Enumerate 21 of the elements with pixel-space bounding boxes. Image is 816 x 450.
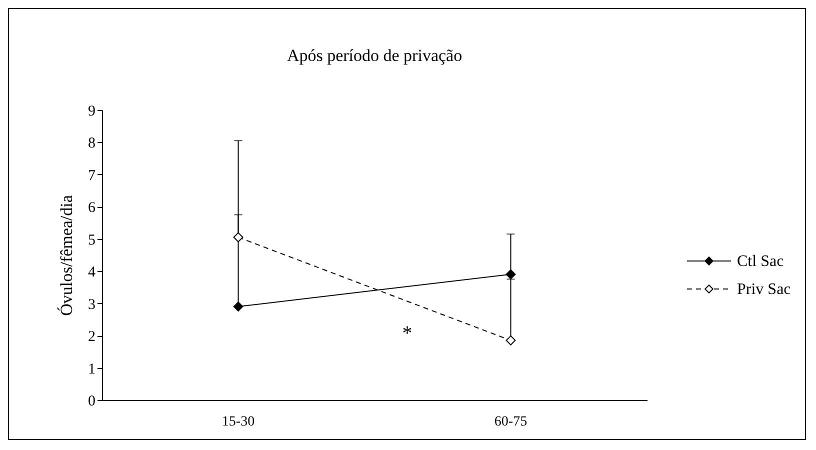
point xyxy=(506,269,516,280)
y-tick-label: 7 xyxy=(88,168,96,184)
chart-title: Após período de privação xyxy=(286,46,462,65)
y-tick-label: 9 xyxy=(88,104,96,120)
y-tick-label: 0 xyxy=(88,394,96,410)
point xyxy=(233,232,244,242)
y-tick-label: 3 xyxy=(88,296,96,313)
y-tick-label: 2 xyxy=(88,329,96,346)
y-tick-label: 6 xyxy=(88,200,96,216)
y-tick-label: 1 xyxy=(88,361,96,378)
annotation: * xyxy=(402,322,412,344)
x-tick-label: 60-75 xyxy=(494,414,528,430)
x-tick-label: 15-30 xyxy=(222,414,255,430)
y-tick-label: 8 xyxy=(88,136,96,152)
point xyxy=(506,335,516,346)
legend-label: Priv Sac xyxy=(737,281,791,298)
y-tick-label: 4 xyxy=(88,264,96,281)
legend-label: Ctl Sac xyxy=(737,253,784,270)
y-tick-label: 5 xyxy=(88,232,96,248)
point xyxy=(233,302,244,312)
y-axis-title: Óvulos/fêmea/dia xyxy=(57,194,76,316)
